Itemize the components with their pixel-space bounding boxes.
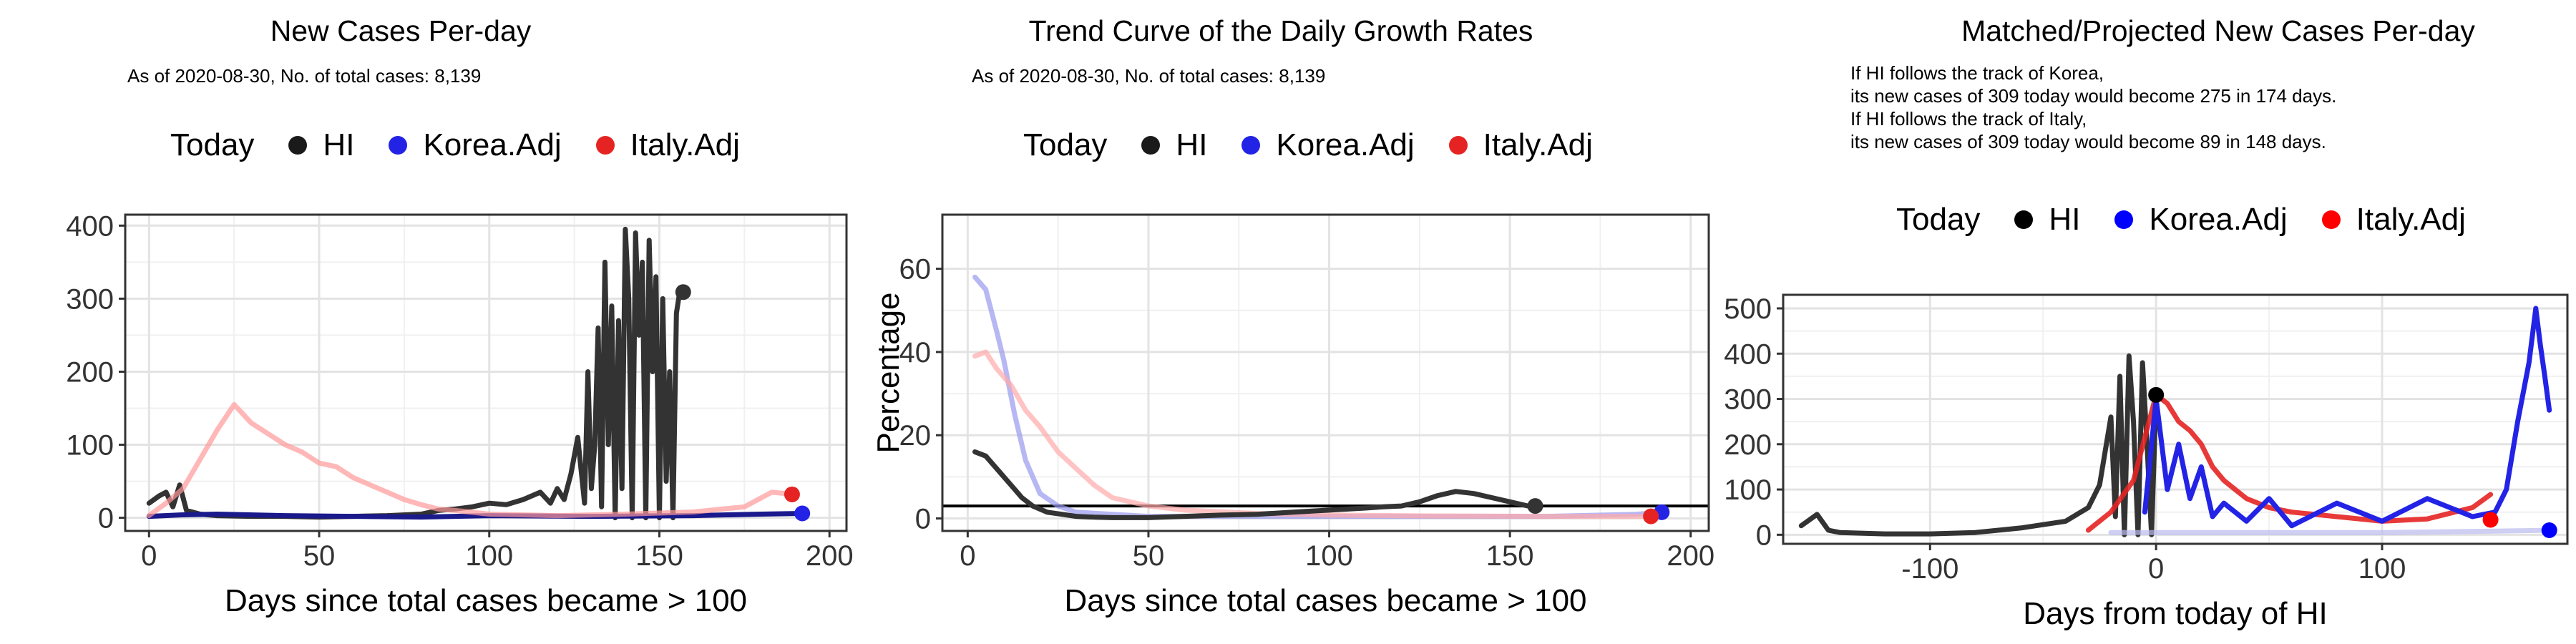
chart-panel-growth-rates: Trend Curve of the Daily Growth Rates As…	[859, 0, 1717, 644]
legend-title: Today	[1023, 127, 1108, 162]
x-axis-label: Days from today of HI	[2023, 596, 2327, 631]
legend-marker-hi	[2014, 210, 2034, 229]
x-tick-label: 50	[1133, 540, 1165, 572]
y-tick-label: 40	[899, 337, 932, 369]
plot-growth-rates: 0 50 100 150 200 0 20 40 60 Days since total case…	[871, 213, 1714, 618]
plot-projected: -100 0 100 0 100 200 300 400 500 Days from today …	[1724, 293, 2569, 631]
y-tick-label: 500	[1724, 293, 1772, 325]
series-line-korea-adj-faded-	[2108, 527, 2552, 535]
plot-border	[941, 213, 1710, 532]
plot-border	[124, 213, 848, 532]
legend-marker-korea	[389, 136, 408, 155]
subtitle-line: If HI follows the track of Korea,	[1850, 62, 2104, 84]
legend-marker-hi	[288, 136, 308, 155]
legend-label-korea: Korea.Adj	[2149, 202, 2288, 237]
series-line-korea-adj	[146, 511, 805, 520]
x-tick-label: 0	[960, 540, 975, 572]
chart-subtitle: As of 2020-08-30, No. of total cases: 8,…	[972, 65, 1326, 87]
legend-title: Today	[170, 127, 255, 162]
subtitle-line: its new cases of 309 today would become …	[1850, 85, 2337, 107]
y-tick-label: 400	[1724, 338, 1772, 370]
x-axis-label: Days since total cases became > 100	[1064, 583, 1586, 618]
y-tick-label: 300	[1724, 384, 1772, 416]
y-tick-label: 0	[98, 503, 114, 535]
legend-marker-italy	[1448, 136, 1468, 155]
legend-marker-korea	[2114, 210, 2134, 229]
today-point-korea-adj	[2541, 522, 2557, 539]
x-tick-label: 0	[141, 540, 157, 572]
series-line-italy-adj	[972, 349, 1654, 519]
chart-title: New Cases Per-day	[270, 14, 532, 47]
legend-marker-italy	[2321, 210, 2341, 229]
legend-marker-italy	[595, 136, 615, 155]
legend-label-hi: HI	[1176, 127, 1208, 162]
chart-title: Trend Curve of the Daily Growth Rates	[1028, 14, 1533, 47]
today-point-italy-adj	[784, 486, 800, 502]
subtitle-line: its new cases of 309 today would become …	[1850, 131, 2326, 152]
y-tick-label: 400	[66, 210, 114, 242]
y-tick-label: 300	[66, 283, 114, 315]
today-point-hi	[1527, 498, 1543, 514]
series-line-hi	[972, 449, 1538, 520]
y-tick-label: 0	[1756, 519, 1772, 551]
series-line-italy-adj	[146, 401, 799, 519]
x-tick-label: 200	[806, 540, 854, 572]
plot-border	[1782, 293, 2569, 545]
legend-label-hi: HI	[2049, 202, 2081, 237]
y-tick-label: 60	[899, 254, 932, 286]
today-point-korea-adj	[794, 505, 811, 522]
y-axis-label: Percentage	[871, 292, 906, 453]
chart-panel-new-cases: New Cases Per-day As of 2020-08-30, No. …	[0, 0, 859, 644]
y-tick-label: 100	[66, 430, 114, 462]
x-tick-label: 150	[1486, 540, 1534, 572]
chart-panel-projected: Matched/Projected New Cases Per-day If H…	[1717, 0, 2576, 644]
x-axis-label: Days since total cases became > 100	[225, 583, 747, 618]
x-tick-label: 100	[2358, 553, 2406, 585]
legend-label-korea: Korea.Adj	[1276, 127, 1415, 162]
plot-background	[942, 215, 1709, 531]
x-tick-label: 100	[1305, 540, 1353, 572]
chart-subtitle: As of 2020-08-30, No. of total cases: 8,…	[127, 65, 482, 87]
y-tick-label: 20	[899, 420, 932, 452]
today-point-italy-adj	[1643, 508, 1659, 525]
y-tick-label: 100	[1724, 474, 1772, 506]
x-tick-label: -100	[1901, 553, 1958, 585]
legend-label-korea: Korea.Adj	[423, 127, 562, 162]
legend-label-hi: HI	[323, 127, 355, 162]
x-tick-label: 100	[465, 540, 513, 572]
chart-title: Matched/Projected New Cases Per-day	[1961, 14, 2475, 47]
plot-new-cases: 0 50 100 150 200 0 100 200 300 400 Days since tota…	[66, 210, 854, 618]
y-tick-label: 0	[915, 504, 931, 535]
x-tick-label: 0	[2148, 553, 2164, 585]
legend-label-italy: Italy.Adj	[2356, 202, 2466, 237]
today-point-hi	[675, 284, 691, 301]
legend-marker-hi	[1141, 136, 1161, 155]
x-tick-label: 150	[635, 540, 683, 572]
x-tick-label: 200	[1667, 540, 1714, 572]
y-tick-label: 200	[66, 356, 114, 388]
chart-legend: Today HI Korea.Adj Italy.Adj	[1896, 202, 2494, 238]
chart-legend: Today HI Korea.Adj Italy.Adj	[1023, 127, 1621, 163]
chart-subtitle: If HI follows the track of Korea, its ne…	[1850, 62, 2336, 153]
legend-label-italy: Italy.Adj	[630, 127, 740, 162]
today-point-italy-adj	[2482, 512, 2499, 528]
today-point-hi	[2148, 386, 2165, 403]
series-line-korea-adj	[2142, 306, 2552, 529]
legend-marker-korea	[1241, 136, 1261, 155]
legend-title: Today	[1896, 202, 1981, 237]
subtitle-line: If HI follows the track of Italy,	[1850, 108, 2087, 130]
plot-background	[125, 215, 847, 531]
x-tick-label: 50	[303, 540, 336, 572]
y-tick-label: 200	[1724, 429, 1772, 461]
chart-legend: Today HI Korea.Adj Italy.Adj	[170, 127, 769, 163]
legend-label-italy: Italy.Adj	[1483, 127, 1593, 162]
